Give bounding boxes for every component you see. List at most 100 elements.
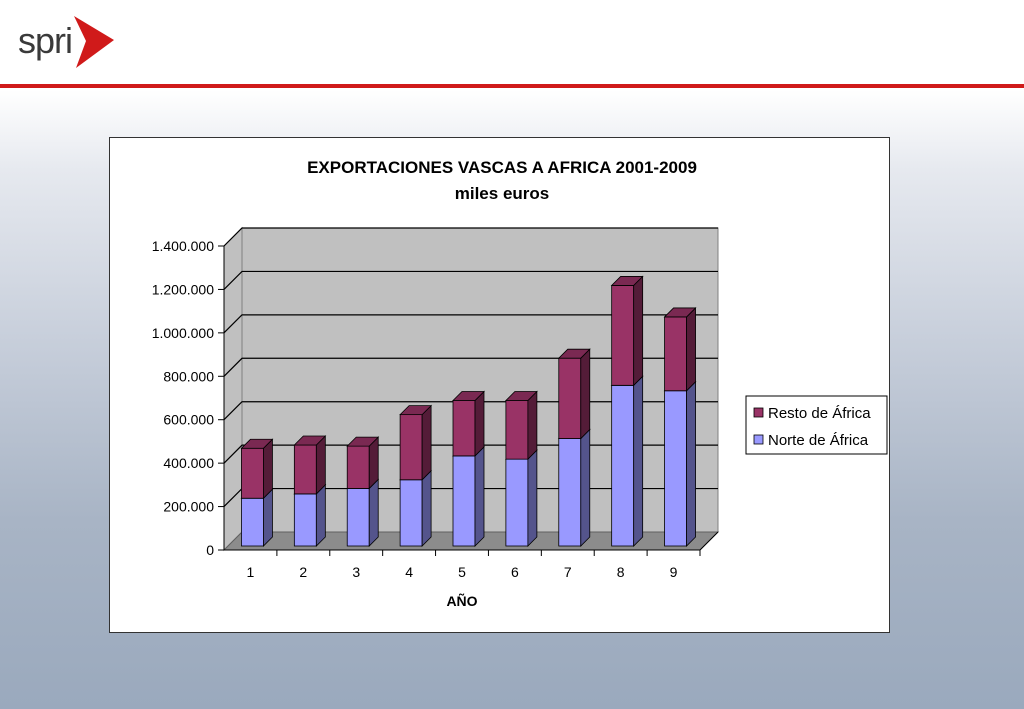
bars: [240, 275, 697, 547]
bar-front: [558, 357, 582, 439]
legend: Resto de África Norte de África: [745, 395, 888, 455]
y-tick-label: 600.000: [163, 412, 214, 428]
bar-side: [633, 375, 644, 547]
slide-header: spri: [0, 0, 1024, 86]
bar-segment: [452, 445, 485, 547]
red-arrow-icon: [74, 16, 114, 68]
x-tick-label: 8: [617, 564, 625, 580]
bar-segment: [663, 306, 697, 392]
bar-top: [293, 435, 327, 446]
bar-segment: [452, 390, 485, 457]
spri-logo: spri: [14, 14, 124, 70]
legend-swatch: [753, 434, 764, 445]
grid-line: [223, 227, 718, 247]
x-tick-label: 5: [458, 564, 466, 580]
bar-segment: [663, 380, 697, 547]
bar-side: [580, 428, 591, 547]
chart: EXPORTACIONES VASCAS A AFRICA 2001-2009 …: [152, 158, 888, 609]
bar-front: [611, 285, 635, 386]
bar-side: [263, 438, 273, 500]
bar-side: [474, 445, 485, 547]
bar-segment: [610, 375, 644, 547]
bar-front: [241, 497, 264, 547]
bar-segment: [610, 275, 644, 387]
bar-segment: [399, 469, 433, 547]
bar-front: [399, 479, 423, 547]
bar-segment: [346, 478, 380, 547]
x-tick-label: 4: [405, 564, 413, 580]
bar-front: [505, 458, 529, 547]
grid-line: [223, 270, 718, 290]
bar-top: [504, 391, 538, 401]
bar-front: [452, 400, 476, 457]
x-tick-label: 1: [247, 564, 255, 580]
side-wall: [223, 226, 243, 552]
bar-side: [686, 306, 696, 392]
bar-front: [399, 414, 423, 481]
grid-line: [223, 314, 718, 334]
bar-side: [421, 404, 432, 481]
bar-side: [315, 435, 326, 495]
bar-top: [452, 391, 485, 401]
bar-top: [346, 436, 380, 447]
bar-segment: [346, 436, 380, 490]
x-axis-edge: [699, 531, 719, 551]
bar-top: [240, 438, 274, 449]
bar-front: [346, 445, 370, 489]
x-tick-label: 9: [670, 564, 678, 580]
legend-box: [745, 395, 888, 455]
legend-label: Resto de África: [768, 405, 871, 422]
x-axis: 1 2 3 4 5 6 7 8 9: [224, 531, 719, 580]
bar-segment: [240, 438, 274, 500]
y-tick-label: 0: [206, 542, 214, 558]
bar-side: [263, 488, 273, 547]
bar-segment: [557, 348, 591, 440]
bar-segment: [504, 449, 538, 547]
y-tick-label: 1.200.000: [152, 281, 214, 297]
y-tick-label: 1.000.000: [152, 325, 214, 341]
bar-front: [241, 447, 264, 499]
y-tick-label: 1.400.000: [152, 238, 214, 254]
bar-segment: [399, 404, 433, 481]
bar-side: [315, 483, 326, 547]
x-tick-label: 6: [511, 564, 519, 580]
y-tick-label: 200.000: [163, 499, 214, 515]
header-divider: [0, 84, 1024, 88]
bar-side: [474, 390, 485, 457]
bar-segment: [293, 435, 327, 495]
bar-top: [663, 307, 697, 318]
bar-front: [293, 444, 317, 495]
bar-top: [610, 276, 644, 286]
bar-front: [505, 400, 529, 460]
bar-top: [557, 348, 591, 359]
logo-text: spri: [18, 20, 73, 61]
y-tick-label: 400.000: [163, 455, 214, 471]
y-axis: 0 200.000 400.000 600.000 800.000 1.000.000 1.…: [152, 238, 225, 558]
bar-segment: [504, 390, 538, 461]
legend-swatch: [753, 407, 764, 418]
bar-front: [664, 316, 687, 392]
legend-label: Norte de África: [768, 432, 869, 449]
bar-side: [527, 390, 538, 461]
bar-side: [527, 449, 538, 547]
y-tick-label: 800.000: [163, 368, 214, 384]
x-tick-label: 7: [564, 564, 572, 580]
bar-front: [293, 493, 317, 547]
x-tick-label: 2: [299, 564, 307, 580]
bar-front: [346, 488, 370, 547]
bar-side: [580, 348, 591, 440]
bar-front: [558, 438, 582, 547]
x-tick-label: 3: [352, 564, 360, 580]
bar-top: [399, 405, 433, 416]
bar-side: [686, 380, 696, 547]
bar-side: [421, 469, 432, 547]
chart-title: EXPORTACIONES VASCAS A AFRICA 2001-2009: [307, 158, 697, 177]
bar-side: [368, 478, 379, 547]
chart-subtitle: miles euros: [455, 184, 550, 203]
chart-frame: EXPORTACIONES VASCAS A AFRICA 2001-2009 …: [109, 137, 890, 633]
bar-front: [611, 384, 635, 547]
bar-segment: [557, 428, 591, 547]
x-axis-title: AÑO: [446, 592, 477, 609]
bar-front: [452, 455, 476, 547]
bar-front: [664, 390, 687, 547]
